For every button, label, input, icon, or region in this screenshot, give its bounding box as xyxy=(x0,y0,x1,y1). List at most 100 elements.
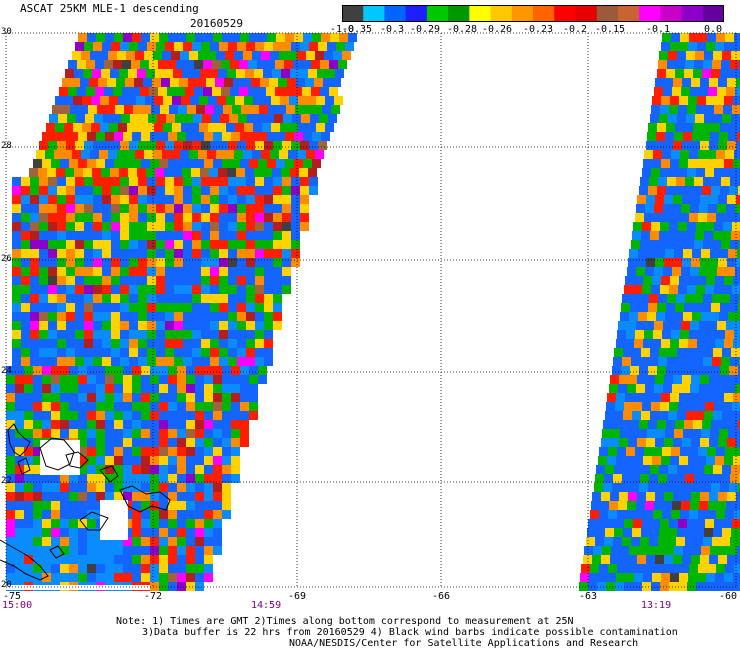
wind-cell xyxy=(226,123,235,132)
wind-cell xyxy=(656,429,665,438)
wind-cell xyxy=(264,267,273,276)
wind-cell xyxy=(156,276,165,285)
wind-cell xyxy=(168,159,177,168)
wind-cell xyxy=(662,510,671,519)
wind-cell xyxy=(677,231,686,240)
wind-cell xyxy=(231,447,240,456)
wind-cell xyxy=(141,492,150,501)
wind-cell xyxy=(731,114,740,123)
wind-cell xyxy=(264,222,273,231)
wind-cell xyxy=(156,204,165,213)
wind-cell xyxy=(156,42,165,51)
wind-cell xyxy=(132,447,141,456)
wind-cell xyxy=(276,132,285,141)
wind-cell xyxy=(51,420,60,429)
wind-cell xyxy=(147,213,156,222)
wind-cell xyxy=(240,438,249,447)
wind-cell xyxy=(696,402,705,411)
wind-cell xyxy=(683,132,692,141)
wind-cell xyxy=(129,312,138,321)
wind-cell xyxy=(260,78,269,87)
wind-cell xyxy=(246,276,255,285)
wind-cell xyxy=(206,78,215,87)
wind-cell xyxy=(21,240,30,249)
wind-cell xyxy=(156,213,165,222)
wind-cell xyxy=(673,78,682,87)
wind-cell xyxy=(150,492,159,501)
wind-cell xyxy=(721,357,730,366)
wind-cell xyxy=(33,573,42,582)
wind-cell xyxy=(51,510,60,519)
wind-cell xyxy=(682,195,691,204)
wind-cell xyxy=(174,339,183,348)
wind-cell xyxy=(734,564,740,573)
wind-cell xyxy=(728,249,737,258)
wind-cell xyxy=(693,366,702,375)
wind-cell xyxy=(159,537,168,546)
wind-cell xyxy=(655,141,664,150)
wind-cell xyxy=(60,474,69,483)
wind-cell xyxy=(120,303,129,312)
wind-cell xyxy=(273,285,282,294)
wind-cell xyxy=(78,159,87,168)
wind-cell xyxy=(725,564,734,573)
wind-cell xyxy=(166,114,175,123)
wind-cell xyxy=(640,240,649,249)
wind-cell xyxy=(236,69,245,78)
wind-cell xyxy=(177,582,186,591)
wind-cell xyxy=(78,537,87,546)
wind-cell xyxy=(663,384,672,393)
wind-cell xyxy=(186,375,195,384)
wind-cell xyxy=(192,303,201,312)
wind-cell xyxy=(305,78,314,87)
wind-cell xyxy=(120,294,129,303)
wind-cell xyxy=(88,105,97,114)
wind-cell xyxy=(201,258,210,267)
color-scale-label: 0.0 xyxy=(703,24,723,35)
wind-cell xyxy=(204,555,213,564)
wind-cell xyxy=(654,87,663,96)
wind-cell xyxy=(51,573,60,582)
wind-cell xyxy=(623,528,632,537)
wind-cell xyxy=(129,258,138,267)
wind-cell xyxy=(711,69,720,78)
wind-cell xyxy=(48,321,57,330)
wind-cell xyxy=(613,474,622,483)
wind-cell xyxy=(255,213,264,222)
wind-cell xyxy=(87,420,96,429)
wind-cell xyxy=(102,294,111,303)
wind-cell xyxy=(114,465,123,474)
wind-cell xyxy=(255,141,264,150)
wind-cell xyxy=(735,267,740,276)
wind-cell xyxy=(607,456,616,465)
wind-cell xyxy=(66,177,75,186)
wind-cell xyxy=(718,555,727,564)
wind-cell xyxy=(265,114,274,123)
wind-cell xyxy=(684,303,693,312)
wind-cell xyxy=(249,384,258,393)
wind-cell xyxy=(231,384,240,393)
wind-cell xyxy=(66,204,75,213)
wind-cell xyxy=(12,222,21,231)
wind-cell xyxy=(114,420,123,429)
wind-cell xyxy=(291,177,300,186)
wind-cell xyxy=(96,546,105,555)
wind-cell xyxy=(93,330,102,339)
wind-cell xyxy=(222,501,231,510)
wind-cell xyxy=(30,195,39,204)
wind-cell xyxy=(728,312,737,321)
wind-cell xyxy=(650,528,659,537)
wind-cell xyxy=(348,33,357,42)
wind-cell xyxy=(30,258,39,267)
wind-cell xyxy=(666,123,675,132)
wind-cell xyxy=(78,132,87,141)
wind-cell xyxy=(674,312,683,321)
wind-cell xyxy=(654,501,663,510)
wind-cell xyxy=(204,447,213,456)
wind-cell xyxy=(651,222,660,231)
wind-cell xyxy=(195,429,204,438)
wind-cell xyxy=(637,258,646,267)
wind-cell xyxy=(706,393,715,402)
wind-cell xyxy=(24,546,33,555)
wind-cell xyxy=(737,546,740,555)
